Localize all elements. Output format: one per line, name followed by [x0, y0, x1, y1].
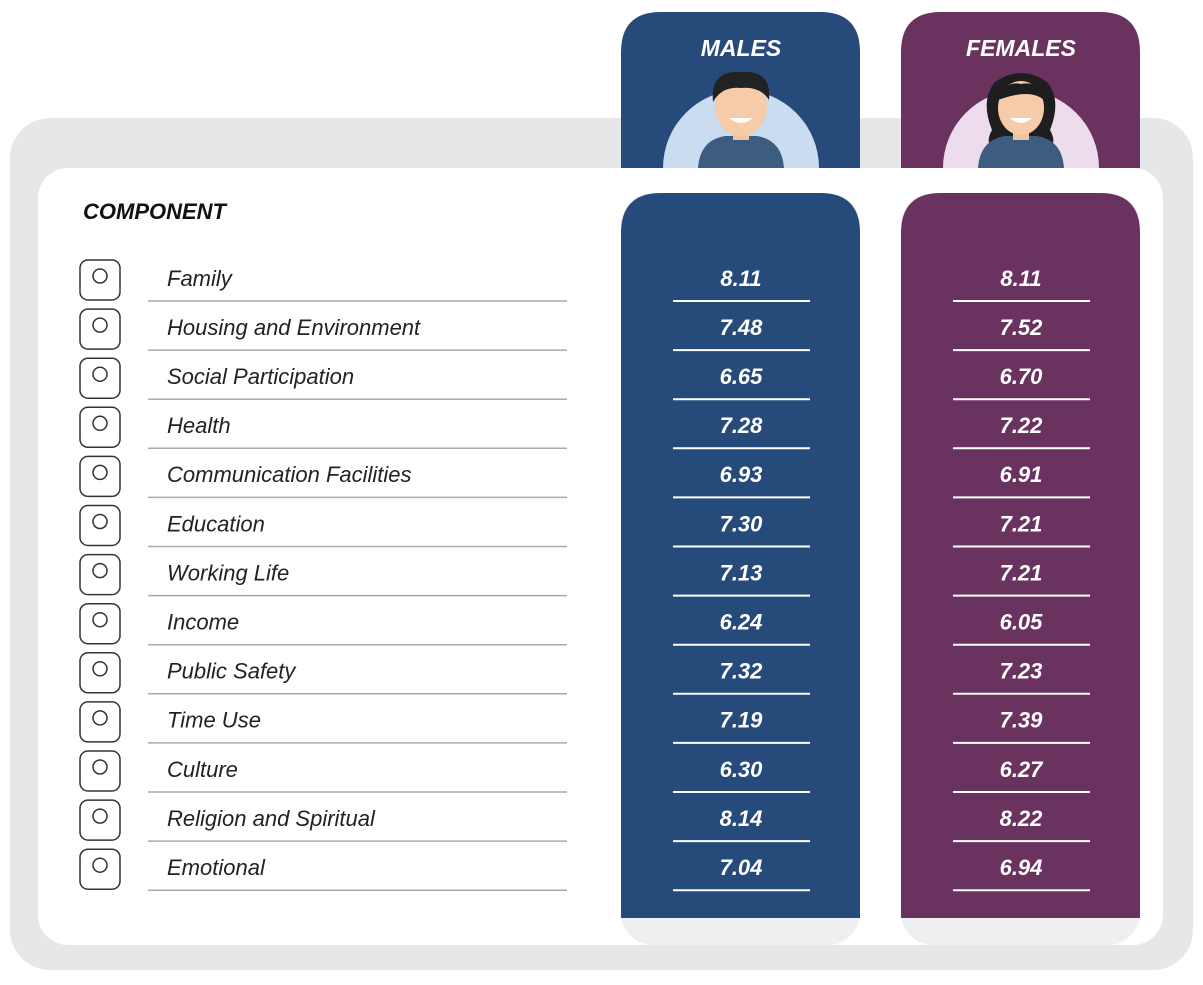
male-value: 7.19: [720, 708, 764, 733]
component-label: Communication Facilities: [167, 462, 412, 487]
row-icon-dot: [92, 464, 108, 481]
male-value: 7.48: [720, 315, 764, 340]
female-value: 7.21: [1000, 560, 1043, 585]
component-label: Education: [167, 511, 265, 536]
row-icon: [79, 406, 121, 449]
row-icon-dot: [92, 562, 108, 579]
female-value: 6.70: [1000, 364, 1044, 389]
female-value: 6.91: [1000, 462, 1043, 487]
female-avatar: [943, 73, 1099, 168]
male-avatar: [663, 71, 819, 168]
row-icon-dot: [92, 268, 108, 284]
row-icon-dot: [92, 513, 108, 530]
row-icon-dot: [92, 710, 108, 726]
row-icon: [79, 553, 121, 596]
row-icon: [79, 848, 121, 890]
female-value: 6.05: [1000, 610, 1044, 635]
component-label: Religion and Spiritual: [167, 806, 376, 831]
row-icon-dot: [92, 857, 108, 873]
female-value: 6.94: [1000, 855, 1043, 880]
males-column: [621, 193, 860, 918]
row-icon: [79, 259, 121, 301]
male-value: 7.04: [720, 855, 763, 880]
row-icon: [79, 357, 121, 399]
component-label: Housing and Environment: [167, 315, 421, 340]
row-icon-dot: [92, 759, 108, 775]
row-icon-dot: [92, 661, 108, 677]
row-icon: [79, 308, 121, 350]
row-icon-dot: [92, 415, 108, 432]
rows: Family 8.11 8.11 Housing and Environment 7.4…: [79, 259, 1090, 892]
row-icon: [79, 504, 121, 547]
component-label: Emotional: [167, 855, 266, 880]
male-value: 6.65: [720, 364, 764, 389]
male-value: 8.11: [720, 266, 761, 291]
females-heading: FEMALES: [966, 35, 1077, 61]
male-value: 7.30: [720, 511, 764, 536]
female-value: 7.22: [1000, 413, 1044, 438]
component-label: Working Life: [167, 560, 289, 585]
female-value: 8.22: [1000, 806, 1044, 831]
female-value: 6.27: [1000, 757, 1045, 782]
component-label: Culture: [167, 757, 238, 782]
males-heading: MALES: [701, 35, 782, 61]
female-value: 8.11: [1000, 266, 1041, 291]
male-value: 7.13: [720, 560, 763, 585]
male-value: 8.14: [720, 806, 763, 831]
male-value: 6.30: [720, 757, 764, 782]
component-label: Income: [167, 610, 239, 635]
male-value: 7.28: [720, 413, 764, 438]
male-value: 7.32: [720, 659, 764, 684]
row-icon: [79, 602, 121, 645]
component-label: Public Safety: [167, 659, 297, 684]
component-label: Social Participation: [167, 364, 354, 389]
row-icon-dot: [92, 317, 108, 333]
row-icon: [79, 750, 121, 792]
row-icon: [79, 701, 121, 743]
component-label: Family: [167, 266, 234, 291]
female-value: 7.52: [1000, 315, 1044, 340]
component-heading: COMPONENT: [83, 199, 228, 224]
row-icon-dot: [92, 808, 108, 824]
row-icon: [79, 652, 121, 694]
female-value: 7.23: [1000, 659, 1043, 684]
row-icon: [79, 799, 121, 841]
male-value: 6.24: [720, 610, 763, 635]
inner-panel: [38, 168, 1163, 945]
component-label: Time Use: [167, 708, 261, 733]
male-value: 6.93: [720, 462, 763, 487]
row-icon-dot: [92, 366, 108, 382]
female-value: 7.21: [1000, 511, 1043, 536]
female-value: 7.39: [1000, 708, 1044, 733]
females-column: [901, 193, 1140, 918]
row-icon-dot: [92, 611, 108, 628]
row-icon: [79, 455, 121, 498]
component-label: Health: [167, 413, 231, 438]
